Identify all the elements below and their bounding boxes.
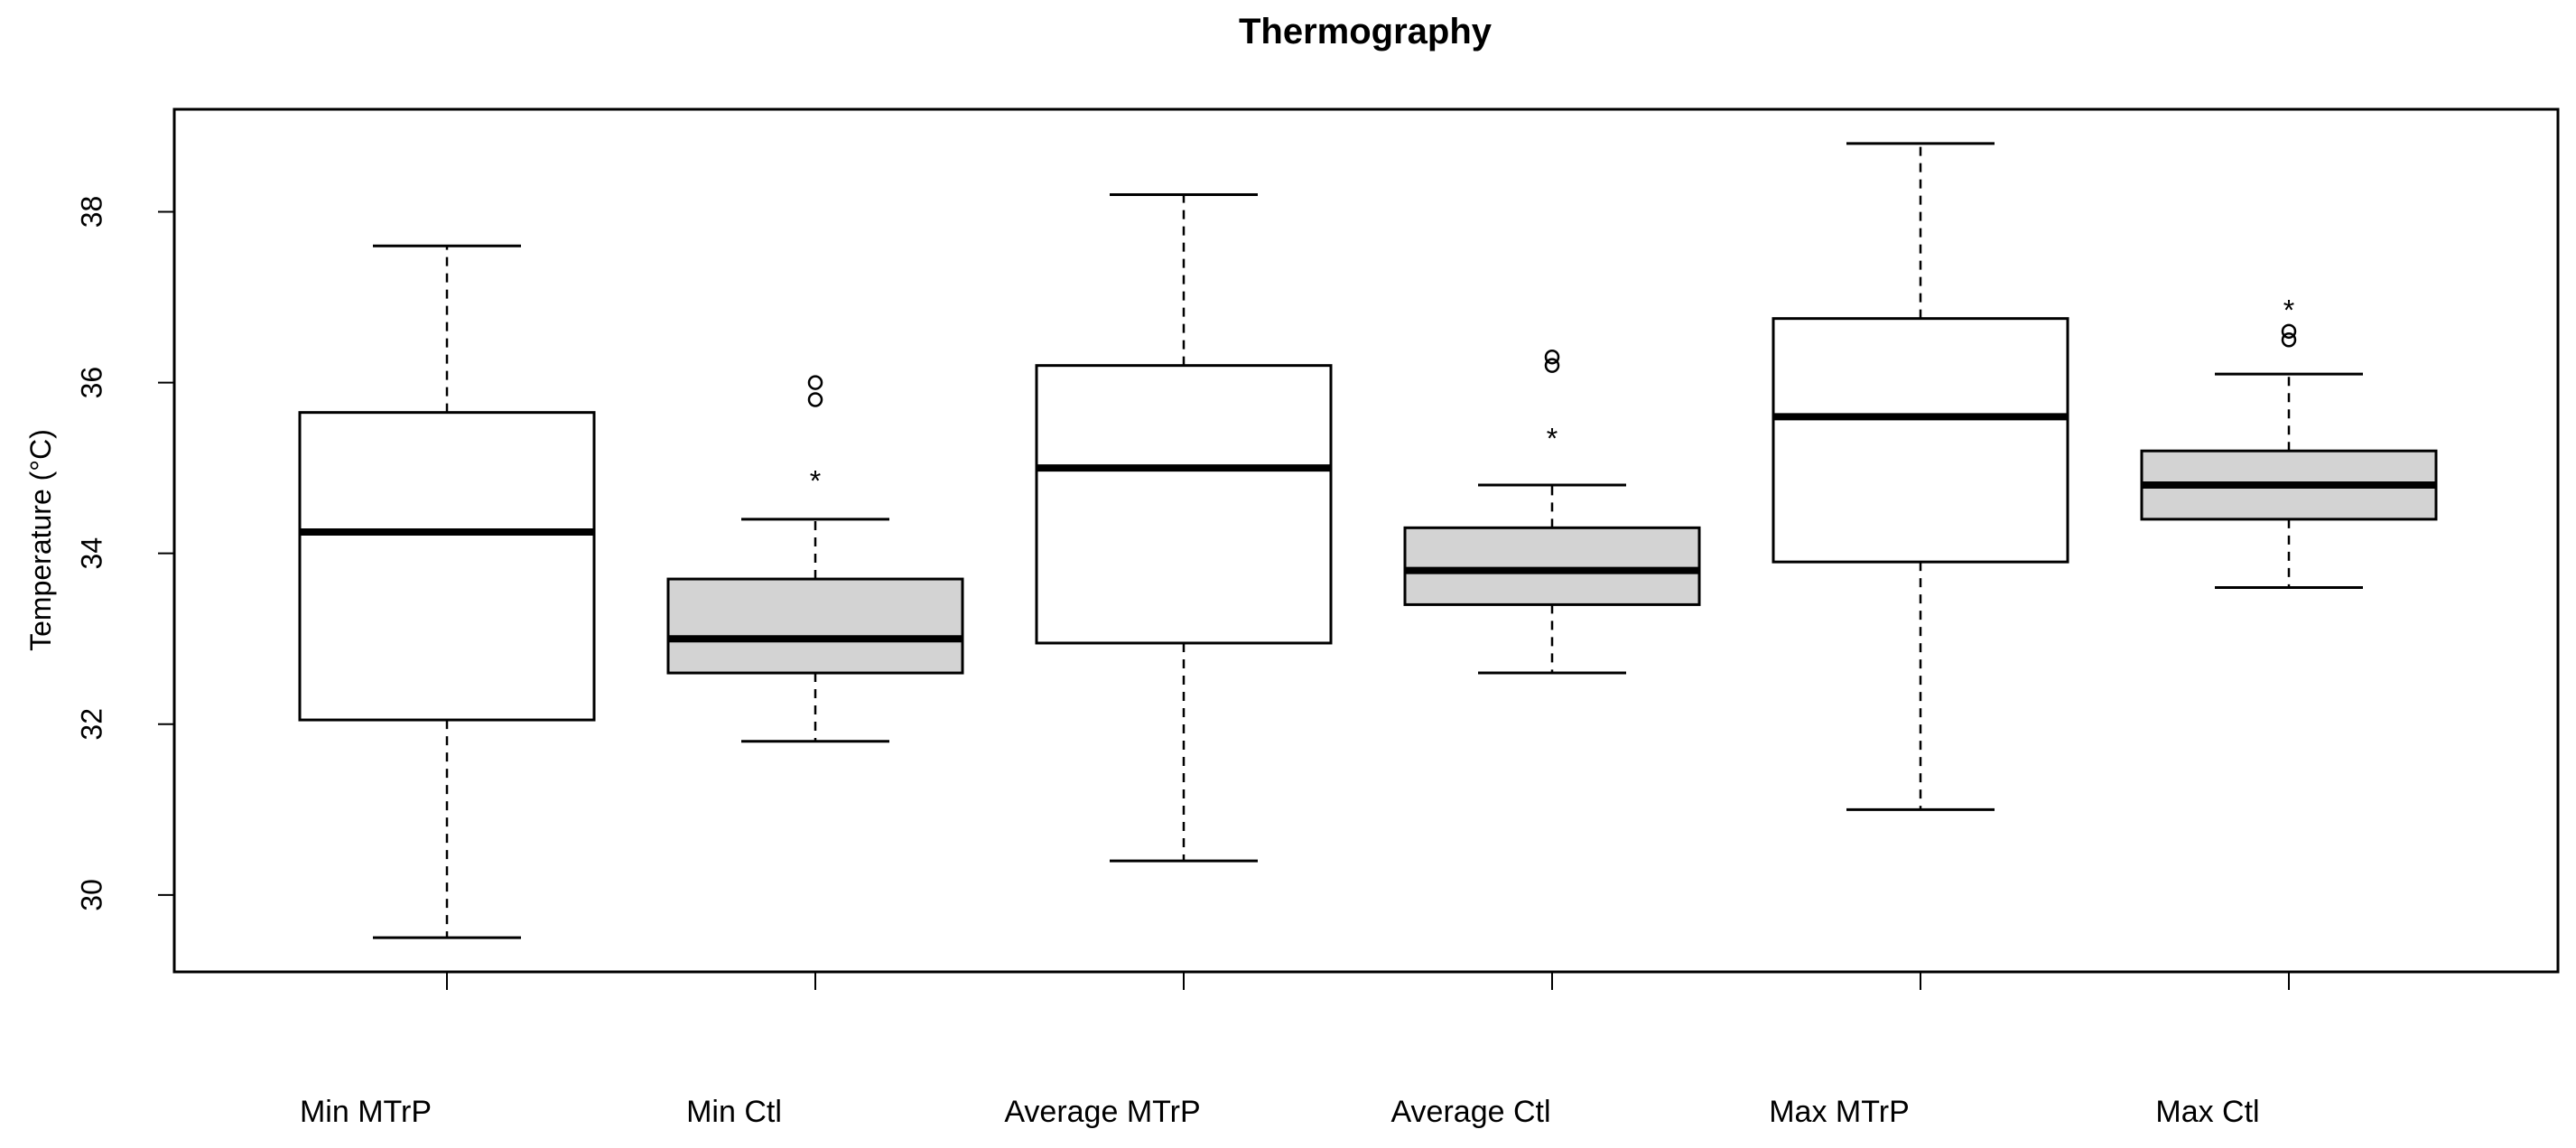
chart-title: Thermography xyxy=(1239,12,1493,51)
y-axis: 30 32 34 36 38 xyxy=(75,196,175,911)
x-axis: Min MTrP Min Ctl Average MTrP Average Ctl Ma… xyxy=(300,972,2290,1129)
outlier-point xyxy=(2281,323,2297,340)
box-min-mtrp xyxy=(298,244,596,939)
box-max-ctl: * xyxy=(2140,294,2438,590)
y-tick-label-32: 32 xyxy=(75,708,107,741)
y-tick-label-34: 34 xyxy=(75,537,107,570)
iqr-box xyxy=(1403,526,1701,606)
iqr-box xyxy=(666,577,964,675)
extreme-point: * xyxy=(2283,294,2294,326)
y-tick-label-30: 30 xyxy=(75,879,107,911)
extreme-point: * xyxy=(810,465,821,498)
category-label: Average Ctl xyxy=(1390,1095,1550,1129)
box-average-mtrp xyxy=(1035,193,1333,863)
y-tick-label-38: 38 xyxy=(75,196,107,229)
outlier-point xyxy=(807,392,823,407)
y-tick-label-36: 36 xyxy=(75,367,107,399)
box-max-mtrp xyxy=(1772,142,2069,811)
outlier-point xyxy=(1544,358,1560,373)
iqr-box xyxy=(1035,364,1333,645)
category-label: Min MTrP xyxy=(300,1095,432,1129)
category-label: Average MTrP xyxy=(1004,1095,1200,1129)
iqr-box xyxy=(298,411,596,722)
iqr-box xyxy=(1772,317,2069,564)
outlier-point xyxy=(807,375,823,390)
category-label: Max Ctl xyxy=(2155,1095,2259,1129)
box-average-ctl: * xyxy=(1403,349,1701,675)
extreme-point: * xyxy=(1547,422,1558,454)
boxes-group: * * * xyxy=(298,142,2438,939)
outlier-point xyxy=(2281,332,2297,348)
y-axis-label: Temperature (°C) xyxy=(24,429,57,651)
category-label: Min Ctl xyxy=(686,1095,782,1129)
box-min-ctl: * xyxy=(666,375,964,743)
outlier-point xyxy=(1544,349,1560,365)
category-label: Max MTrP xyxy=(1769,1095,1910,1129)
